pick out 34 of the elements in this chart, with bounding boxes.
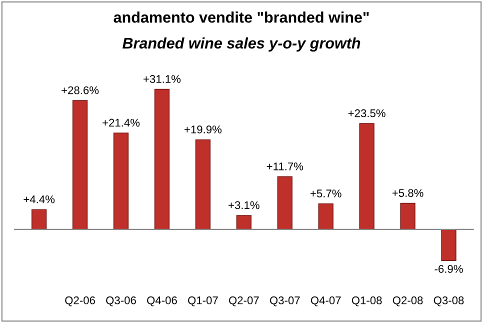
data-label: +31.1% xyxy=(144,75,181,83)
data-label: +19.9% xyxy=(184,126,222,134)
data-label: +3.1% xyxy=(228,201,260,210)
bar xyxy=(359,123,374,230)
x-tick-label: Q3-08 xyxy=(434,296,464,306)
bar xyxy=(277,176,292,230)
x-tick-label: Q4-06 xyxy=(147,296,177,306)
bar xyxy=(195,139,211,230)
bar xyxy=(400,202,416,230)
x-tick-label: Q3-07 xyxy=(270,296,300,306)
data-label: +11.7% xyxy=(266,162,304,170)
x-tick-label: Q1-07 xyxy=(188,296,218,306)
x-tick-label: Q2-06 xyxy=(65,296,95,306)
bar xyxy=(441,229,456,261)
chart-subtitle: Branded wine sales y-o-y growth xyxy=(122,37,360,52)
data-label: +5.8% xyxy=(392,189,424,197)
bar xyxy=(31,209,47,230)
bar xyxy=(113,132,129,230)
data-label: +23.5% xyxy=(348,109,386,118)
data-label: +5.7% xyxy=(310,190,342,198)
bar xyxy=(72,100,88,230)
chart-title: andamento vendite "branded wine" xyxy=(114,12,369,23)
x-tick-label: Q2-08 xyxy=(392,296,423,306)
data-label: -6.9% xyxy=(434,265,463,273)
data-label: +4.4% xyxy=(24,195,55,204)
bar xyxy=(154,88,170,230)
data-label: +21.4% xyxy=(102,118,140,127)
x-tick-label: Q4-07 xyxy=(310,296,341,306)
x-tick-label: Q2-07 xyxy=(229,296,259,306)
bar xyxy=(318,203,334,230)
x-tick-label: Q1-08 xyxy=(352,296,382,306)
bar xyxy=(236,215,252,230)
data-label: +28.6% xyxy=(62,86,99,94)
x-tick-label: Q3-06 xyxy=(106,296,136,306)
